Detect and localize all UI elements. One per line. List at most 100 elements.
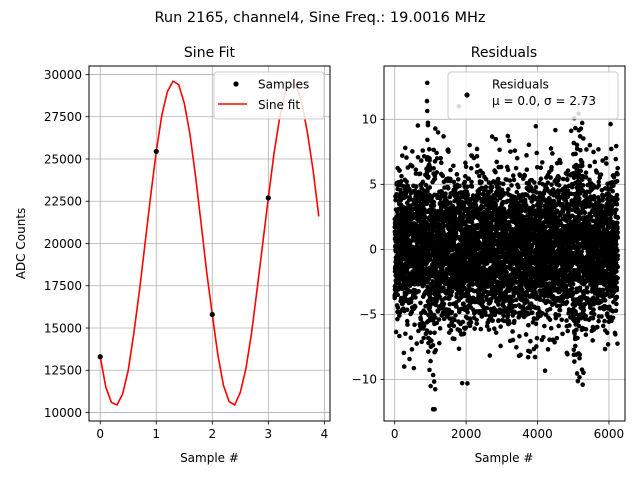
residual-point — [542, 323, 547, 329]
residual-point — [497, 147, 502, 153]
residual-point — [418, 300, 423, 306]
sine-fit-y-tick-label: 20000 — [44, 237, 82, 251]
residual-point — [560, 176, 566, 182]
residual-point — [412, 304, 418, 310]
residual-point — [534, 344, 539, 349]
residual-point — [432, 386, 438, 392]
residual-point — [476, 191, 482, 196]
residual-point — [533, 321, 539, 327]
residual-point — [443, 191, 448, 196]
residual-point — [427, 367, 432, 373]
residual-point — [558, 160, 563, 166]
legend-samples-marker — [233, 81, 239, 87]
residual-point — [549, 182, 554, 187]
residual-point — [483, 184, 489, 190]
sample-point — [265, 195, 271, 201]
residual-point — [427, 158, 432, 163]
residual-point — [465, 381, 470, 386]
residual-point — [522, 173, 528, 178]
residual-point — [489, 134, 495, 139]
residual-point — [404, 307, 410, 313]
residual-point — [505, 133, 511, 139]
residual-point — [459, 289, 465, 295]
residual-point — [565, 328, 571, 334]
residual-point — [467, 323, 473, 329]
residual-point — [433, 126, 438, 131]
residual-point — [421, 323, 427, 329]
residual-point — [514, 155, 520, 161]
residual-point — [411, 365, 417, 371]
residual-point — [398, 179, 404, 184]
residual-point — [462, 213, 467, 219]
residual-point — [448, 327, 454, 333]
residual-point — [452, 336, 457, 342]
residual-point — [512, 303, 518, 309]
legend-sine-fit-label: Sine fit — [258, 98, 300, 112]
residual-point — [435, 309, 441, 314]
residual-point — [495, 176, 501, 182]
residual-point — [553, 127, 558, 133]
residual-point — [425, 137, 430, 143]
residual-point — [502, 218, 508, 223]
residual-point — [428, 383, 433, 389]
residual-point — [483, 176, 489, 182]
residual-point — [490, 318, 496, 323]
residual-point — [449, 289, 455, 294]
residual-point — [395, 316, 400, 322]
residual-point — [462, 179, 468, 185]
residual-point — [516, 184, 521, 190]
residual-point — [432, 176, 438, 182]
residual-point — [545, 347, 551, 352]
residual-point — [409, 163, 415, 169]
residual-point — [532, 180, 537, 185]
residual-point — [488, 188, 494, 194]
residual-point — [556, 183, 562, 188]
residual-point — [424, 328, 430, 333]
sine-fit-x-tick-label: 2 — [208, 427, 216, 441]
residual-point — [420, 148, 426, 153]
residual-point — [484, 305, 490, 311]
residual-point — [453, 230, 459, 236]
residual-point — [441, 134, 446, 139]
residual-point — [434, 320, 440, 326]
residual-point — [504, 269, 509, 275]
residual-point — [421, 154, 427, 159]
residual-point — [431, 203, 437, 208]
residual-point — [513, 165, 519, 171]
residual-point — [510, 298, 516, 304]
sample-point — [97, 354, 103, 360]
residual-point — [469, 184, 475, 189]
residual-point — [548, 146, 554, 151]
residual-point — [560, 331, 565, 337]
residual-point — [493, 169, 498, 175]
residual-point — [433, 347, 439, 353]
residual-point — [427, 257, 433, 262]
residual-point — [480, 299, 486, 305]
residuals-title: Residuals — [471, 45, 537, 61]
residual-point — [393, 329, 399, 335]
residual-point — [508, 149, 513, 155]
residual-point — [404, 155, 409, 160]
residual-point — [404, 179, 409, 185]
sine-fit-y-tick-label: 25000 — [44, 152, 82, 166]
residual-point — [419, 339, 424, 345]
residual-point — [538, 165, 544, 171]
sine-fit-y-label: ADC Counts — [14, 208, 28, 280]
residual-point — [422, 310, 428, 315]
residual-point — [501, 313, 506, 318]
sine-fit-x-label: Sample # — [180, 451, 239, 465]
residual-point — [424, 80, 430, 86]
residual-point — [470, 295, 476, 301]
residual-point — [424, 200, 430, 206]
residual-point — [421, 188, 427, 193]
residual-point — [447, 301, 453, 307]
residual-point — [435, 130, 441, 135]
residual-point — [472, 299, 478, 305]
residual-point — [417, 171, 423, 177]
residual-point — [423, 182, 429, 188]
residual-point — [496, 302, 501, 307]
residual-point — [408, 299, 414, 305]
residual-point — [470, 282, 475, 287]
